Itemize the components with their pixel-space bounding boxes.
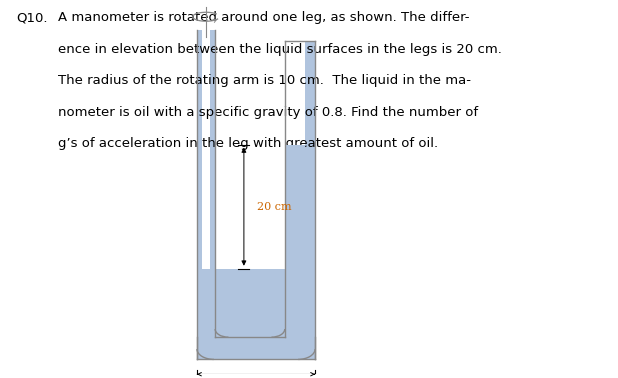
Bar xyxy=(202,30,210,337)
Text: A manometer is rotated around one leg, as shown. The differ-: A manometer is rotated around one leg, a… xyxy=(57,11,469,24)
Text: 20 cm: 20 cm xyxy=(257,201,292,212)
Text: Q10.: Q10. xyxy=(16,11,48,24)
Text: nometer is oil with a specific gravity of 0.8. Find the number of: nometer is oil with a specific gravity o… xyxy=(57,106,478,119)
Text: The radius of the rotating arm is 10 cm.  The liquid in the ma-: The radius of the rotating arm is 10 cm.… xyxy=(57,74,471,87)
Bar xyxy=(215,30,285,337)
Bar xyxy=(197,337,315,359)
Bar xyxy=(285,41,315,359)
Bar xyxy=(215,269,285,337)
Bar xyxy=(285,144,305,337)
Bar xyxy=(202,269,210,337)
Bar xyxy=(285,41,305,337)
Text: g’s of acceleration in the leg with greatest amount of oil.: g’s of acceleration in the leg with grea… xyxy=(57,137,438,150)
Bar xyxy=(215,337,285,359)
Text: ence in elevation between the liquid surfaces in the legs is 20 cm.: ence in elevation between the liquid sur… xyxy=(57,43,502,56)
Bar xyxy=(197,30,215,359)
